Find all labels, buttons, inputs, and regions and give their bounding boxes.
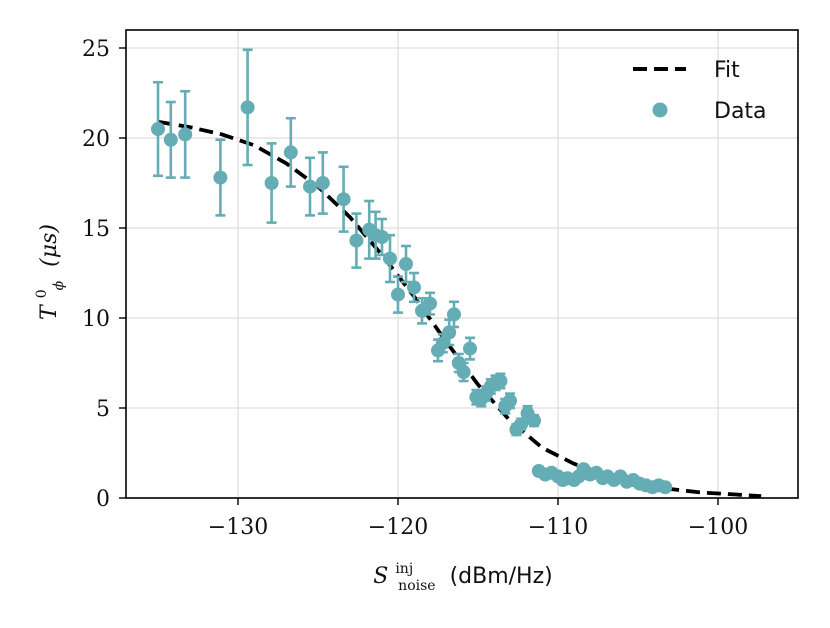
data-marker	[283, 145, 298, 160]
data-point	[391, 275, 405, 314]
data-marker	[213, 170, 228, 185]
data-point	[163, 100, 178, 179]
data-marker	[315, 176, 330, 190]
legend-fit-label: Fit	[714, 58, 740, 83]
axis-ticks: −130 −120 −110 −100 0 5 10 15 20 25	[82, 37, 748, 540]
data-marker	[423, 296, 437, 311]
y-tick-label: 25	[82, 37, 110, 62]
data-marker	[456, 365, 471, 379]
data-point	[456, 361, 471, 383]
y-tick-label: 5	[96, 397, 110, 422]
data-point	[178, 89, 193, 179]
legend-data-swatch	[652, 102, 668, 118]
data-marker	[178, 127, 193, 142]
data-marker	[435, 336, 450, 351]
data-point	[375, 217, 389, 257]
x-label-superscript: inj	[395, 561, 413, 577]
data-point	[383, 233, 397, 284]
y-tick-label: 15	[82, 217, 110, 242]
data-marker	[303, 179, 317, 194]
data-marker	[399, 257, 413, 271]
data-marker	[240, 100, 255, 115]
data-marker	[407, 280, 421, 295]
x-axis-label: S inj noise (dBm/Hz)	[373, 554, 553, 596]
data-marker	[527, 413, 541, 428]
data-marker	[463, 341, 477, 356]
y-label-superscript: 0	[34, 289, 50, 298]
data-marker	[391, 287, 405, 302]
data-point	[463, 336, 477, 361]
data-marker	[447, 307, 461, 322]
data-point	[264, 142, 279, 224]
x-tick-label: −110	[528, 515, 588, 540]
data-point	[447, 300, 461, 329]
data-point	[349, 212, 364, 269]
data-marker	[151, 122, 165, 136]
data-marker	[349, 233, 364, 248]
data-marker	[442, 325, 457, 340]
data-point	[151, 80, 165, 178]
x-label-symbol: S	[373, 564, 388, 589]
y-label-subscript: ϕ	[51, 280, 67, 290]
fit-series	[157, 119, 762, 499]
data-marker	[503, 393, 517, 408]
data-point	[303, 156, 317, 217]
y-tick-label: 20	[82, 127, 110, 152]
fit-line	[157, 119, 762, 499]
data-point	[213, 138, 228, 217]
data-point	[336, 165, 351, 233]
data-marker	[493, 374, 508, 388]
data-point	[240, 48, 255, 167]
data-marker	[264, 176, 279, 190]
y-tick-label: 0	[96, 487, 110, 512]
data-point	[435, 332, 450, 354]
legend: Fit Data	[633, 58, 767, 124]
data-marker	[375, 230, 389, 244]
legend-data-label: Data	[714, 99, 767, 124]
data-marker	[383, 251, 397, 266]
data-point	[503, 392, 517, 410]
data-point	[407, 271, 421, 304]
data-point	[283, 116, 298, 188]
data-series	[151, 48, 673, 495]
y-tick-label: 10	[82, 307, 110, 332]
data-point	[527, 413, 541, 428]
data-point	[423, 291, 437, 316]
x-label-units: (dBm/Hz)	[450, 564, 553, 589]
x-tick-label: −130	[208, 515, 268, 540]
data-point	[658, 480, 673, 495]
data-marker	[658, 480, 673, 495]
y-axis-label: T 0 ϕ (μs)	[27, 224, 69, 320]
y-label-symbol: T	[37, 303, 62, 320]
plot-frame	[125, 29, 799, 499]
x-label-subscript: noise	[398, 578, 435, 594]
data-marker	[336, 192, 351, 207]
grid	[126, 30, 798, 499]
data-point	[399, 244, 413, 284]
y-label-units: (μs)	[37, 224, 62, 267]
x-tick-label: −120	[368, 515, 428, 540]
data-point	[493, 372, 508, 390]
x-tick-label: −100	[688, 515, 748, 540]
data-marker	[163, 132, 178, 147]
data-point	[315, 151, 330, 215]
